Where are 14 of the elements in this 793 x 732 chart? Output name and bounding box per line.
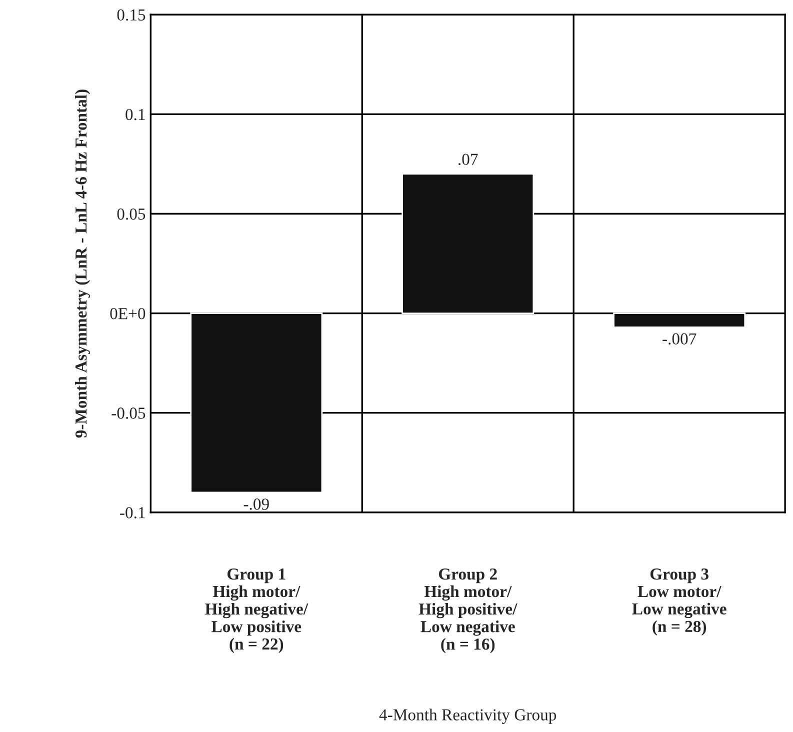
y-tick-label: 0.15 [117,9,146,21]
y-axis-title: 9-Month Asymmetry (LnR - LnL 4-6 Hz Frontal) [74,90,90,438]
y-tick-label: 0.1 [126,108,145,120]
y-tick-label: -0.05 [112,408,146,419]
y-tick-label: 0.05 [117,208,146,220]
y-tick-label: -0.1 [120,507,145,518]
x-tick-label: Group 2 High motor/ High positive/ Low negative (n = 16) [418,568,518,654]
data-label: -.007 [662,333,696,345]
x-tick-label: Group 3 Low motor/ Low negative (n = 28) [632,568,726,636]
data-label: -.09 [244,498,269,510]
x-axis-title: 4-Month Reactivity Group [379,708,556,724]
data-label: .07 [458,154,478,166]
x-tick-label: Group 1 High motor/ High negative/ Low positive (n = 22) [205,568,308,654]
y-tick-label: 0E+0 [110,308,146,320]
